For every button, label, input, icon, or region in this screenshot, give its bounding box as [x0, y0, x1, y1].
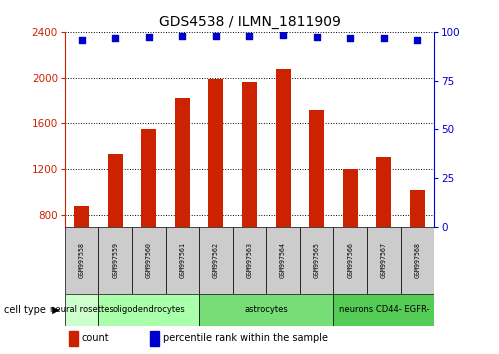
Bar [199, 227, 233, 294]
Bar [74, 206, 89, 227]
Bar [376, 157, 391, 227]
Bar [233, 227, 266, 294]
Text: GSM997567: GSM997567 [381, 242, 387, 278]
Text: oligodendrocytes: oligodendrocytes [112, 305, 185, 314]
Text: GSM997562: GSM997562 [213, 242, 219, 278]
Point [380, 35, 388, 41]
Text: percentile rank within the sample: percentile rank within the sample [163, 333, 328, 343]
Bar [266, 227, 300, 294]
Title: GDS4538 / ILMN_1811909: GDS4538 / ILMN_1811909 [159, 16, 340, 29]
Bar [401, 227, 434, 294]
Point [145, 34, 153, 40]
Text: GSM997568: GSM997568 [414, 242, 420, 278]
Text: GSM997563: GSM997563 [247, 242, 252, 278]
Text: count: count [81, 333, 109, 343]
Point [313, 34, 321, 40]
Bar [166, 227, 199, 294]
Bar [410, 190, 425, 227]
Bar [309, 110, 324, 227]
Point [212, 33, 220, 39]
Text: neurons CD44- EGFR-: neurons CD44- EGFR- [338, 305, 429, 314]
Text: GSM997564: GSM997564 [280, 242, 286, 278]
Point [413, 37, 421, 42]
Text: GSM997561: GSM997561 [179, 242, 185, 278]
Bar [132, 227, 166, 294]
Text: GSM997565: GSM997565 [314, 242, 320, 278]
Text: GSM997559: GSM997559 [112, 242, 118, 278]
Bar [65, 227, 98, 294]
Point [246, 33, 253, 39]
Bar [242, 82, 257, 227]
Text: cell type  ▶: cell type ▶ [4, 305, 60, 315]
Bar [343, 169, 358, 227]
Bar [199, 294, 333, 326]
Bar [98, 227, 132, 294]
Bar [367, 227, 401, 294]
Bar [141, 129, 156, 227]
Point [279, 32, 287, 38]
Text: GSM997558: GSM997558 [79, 242, 85, 278]
Point [346, 35, 354, 41]
Text: neural rosettes: neural rosettes [50, 305, 114, 314]
Point [111, 35, 119, 41]
Text: GSM997560: GSM997560 [146, 242, 152, 278]
Bar [175, 98, 190, 227]
Bar [209, 79, 224, 227]
Bar [150, 331, 159, 346]
Point [178, 33, 186, 39]
Point [78, 37, 86, 42]
Text: GSM997566: GSM997566 [347, 242, 353, 278]
Bar [275, 69, 290, 227]
Bar [300, 227, 333, 294]
Bar [65, 294, 98, 326]
Text: astrocytes: astrocytes [245, 305, 288, 314]
Bar [68, 331, 78, 346]
Bar [333, 294, 434, 326]
Bar [108, 154, 123, 227]
Bar [98, 294, 199, 326]
Bar [333, 227, 367, 294]
